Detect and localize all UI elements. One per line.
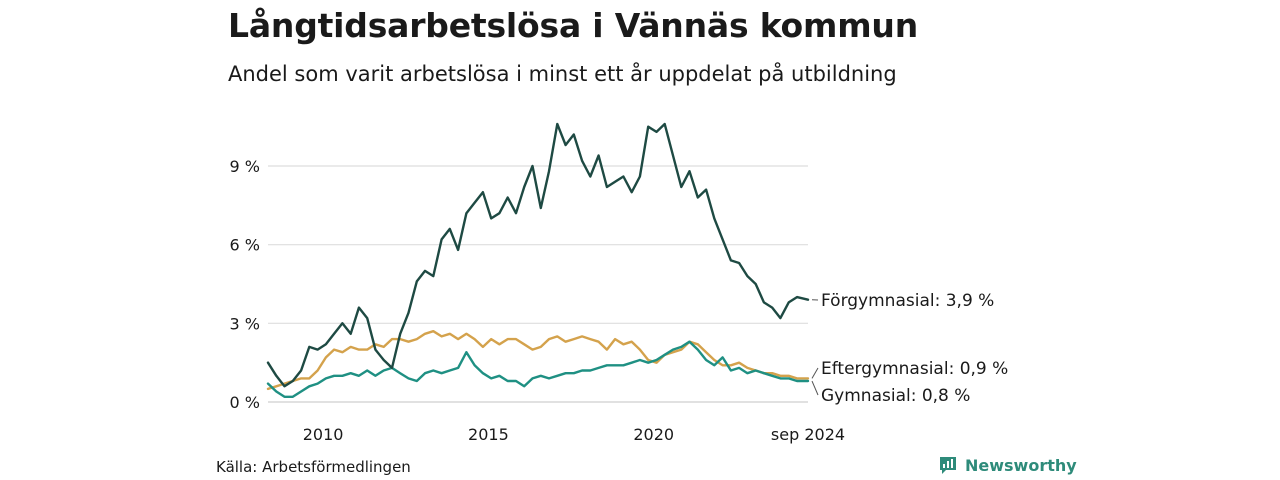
x-tick-label: 2020 [633,425,674,444]
y-tick-label: 9 % [230,157,260,176]
series-end-label: Gymnasial: 0,8 % [821,386,970,406]
x-tick-label: sep 2024 [771,425,845,444]
source-note: Källa: Arbetsförmedlingen [216,458,411,476]
brand-logo: Newsworthy [938,455,1077,475]
x-tick-label: 2015 [468,425,509,444]
y-tick-label: 3 % [230,314,260,333]
series-line-eftergymnasial [266,330,810,391]
x-tick-label: 2010 [303,425,344,444]
newsworthy-icon [940,457,956,474]
chart-title: Långtidsarbetslösa i Vännäs kommun [228,6,918,45]
brand-name: Newsworthy [965,455,1077,475]
series-line-förgymnasial [266,122,810,388]
series-line-gymnasial [266,340,810,398]
y-tick-label: 0 % [230,393,260,412]
y-tick-label: 6 % [230,236,260,255]
series-leader-line [811,367,819,379]
series-end-label: Förgymnasial: 3,9 % [821,291,994,311]
series-leader-line [811,380,819,396]
chart-subtitle: Andel som varit arbetslösa i minst ett å… [228,62,897,86]
series-end-label: Eftergymnasial: 0,9 % [821,359,1008,379]
